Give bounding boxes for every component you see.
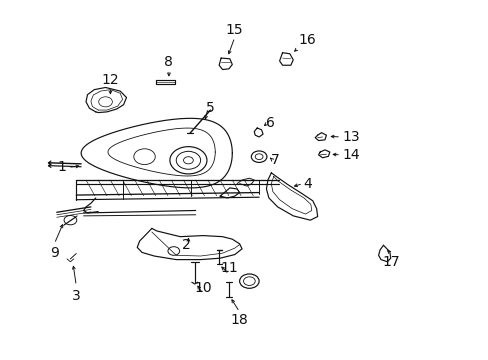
Text: 7: 7	[271, 153, 280, 167]
Text: 6: 6	[266, 116, 275, 130]
Text: 11: 11	[220, 261, 237, 275]
Text: 16: 16	[298, 33, 315, 47]
Text: 3: 3	[72, 289, 81, 303]
Text: 17: 17	[381, 255, 399, 269]
Text: 9: 9	[50, 246, 59, 260]
Text: 5: 5	[205, 101, 214, 115]
Text: 10: 10	[194, 281, 211, 295]
Text: 15: 15	[225, 23, 243, 37]
Text: 18: 18	[230, 313, 248, 327]
Text: 13: 13	[341, 130, 359, 144]
Text: 8: 8	[164, 55, 173, 69]
Text: 14: 14	[341, 148, 359, 162]
Text: 2: 2	[182, 238, 190, 252]
Text: 4: 4	[303, 177, 311, 190]
Text: 12: 12	[102, 73, 119, 87]
Text: 1: 1	[58, 161, 66, 175]
